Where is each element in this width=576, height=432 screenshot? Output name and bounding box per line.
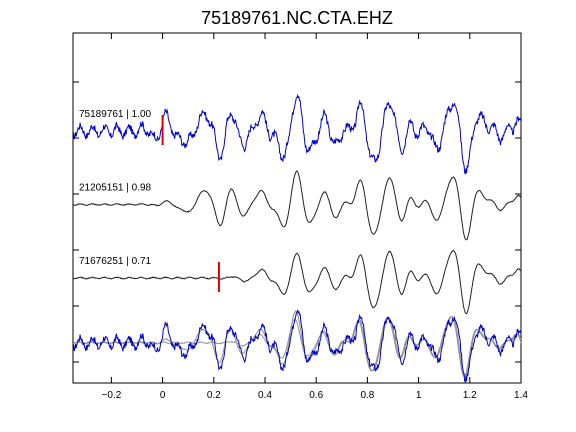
chart-title: 75189761.NC.CTA.EHZ (201, 8, 393, 28)
trace-label: 71676251 | 0.71 (79, 256, 152, 267)
overlay-trace-gray (72, 316, 522, 378)
trace-group (72, 93, 522, 383)
x-tick-label: 1.2 (463, 390, 477, 401)
x-tick-label: 1.4 (514, 390, 528, 401)
trace-label: 21205151 | 0.98 (79, 183, 152, 194)
overlay-trace-primary (72, 309, 522, 383)
x-tick-label: 1 (416, 390, 422, 401)
trace-line (72, 170, 522, 241)
x-tick-label: 0.4 (258, 390, 272, 401)
x-tick-labels: −0.2 0 0.2 0.4 0.6 0.8 1 1.2 1.4 (102, 390, 529, 401)
x-tick-label: −0.2 (102, 390, 122, 401)
x-tick-label: 0.6 (309, 390, 323, 401)
x-tick-label: 0.2 (207, 390, 221, 401)
trace-line (72, 93, 522, 175)
pick-markers (161, 115, 220, 292)
trace-line (72, 249, 522, 315)
trace-label: 75189761 | 1.00 (79, 109, 152, 120)
x-tick-label: 0.8 (360, 390, 374, 401)
trace-labels: 75189761 | 1.00 21205151 | 0.98 71676251 |… (79, 109, 152, 267)
axis-ticks (73, 33, 522, 383)
plot-frame (72, 32, 522, 384)
x-tick-label: 0 (160, 390, 166, 401)
